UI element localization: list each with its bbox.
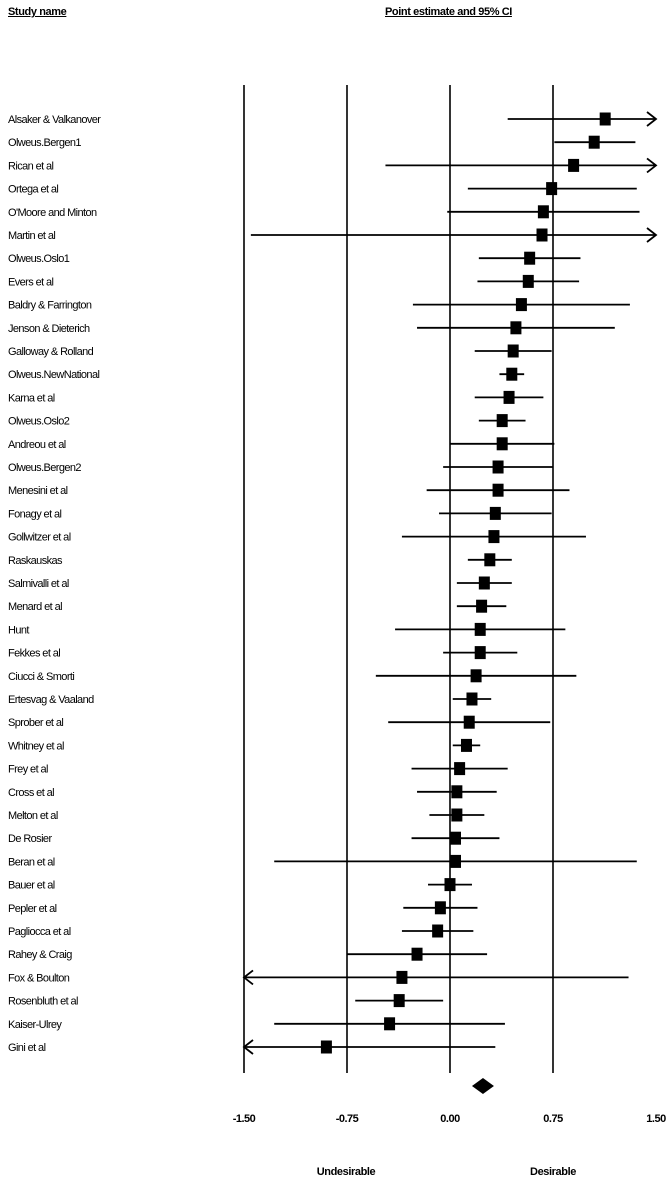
point-estimate-marker [537, 205, 549, 219]
study-label: Ortega et al [8, 184, 58, 196]
study-label: Gini et al [8, 1042, 46, 1054]
point-estimate-marker [492, 483, 504, 497]
study-label: Raskauskas [8, 555, 63, 567]
study-label: Whitney et al [8, 740, 64, 752]
point-estimate-marker [463, 715, 475, 729]
point-estimate-marker [510, 321, 522, 335]
study-label: Melton et al [8, 810, 58, 822]
study-label: De Rosier [8, 833, 52, 845]
study-label: Rican et al [8, 160, 54, 172]
point-estimate-marker [536, 228, 548, 242]
point-estimate-marker [460, 738, 472, 752]
point-estimate-marker [546, 182, 558, 196]
study-label: Galloway & Rolland [8, 346, 94, 358]
point-estimate-marker [476, 599, 488, 613]
x-tick-label: 0.75 [543, 1113, 563, 1125]
point-estimate-marker [434, 901, 446, 915]
study-label: Olweus.Oslo1 [8, 253, 70, 265]
study-label: Fonagy et al [8, 508, 61, 520]
point-estimate-marker [466, 692, 478, 706]
x-tick-label: -1.50 [233, 1113, 256, 1125]
point-estimate-marker [478, 576, 490, 590]
study-label: Olweus.NewNational [8, 369, 99, 381]
point-estimate-marker [489, 506, 501, 520]
point-estimate-marker [474, 622, 486, 636]
study-label: Pagliocca et al [8, 926, 71, 938]
study-label: Rosenbluth et al [8, 996, 78, 1008]
study-label: Kaiser-Ulrey [8, 1019, 62, 1031]
point-estimate-marker [474, 646, 486, 660]
study-label: Rahey & Craig [8, 949, 72, 961]
study-label: Bauer et al [8, 880, 55, 892]
study-label: Fekkes et al [8, 648, 60, 660]
ci-arrow-right [646, 157, 658, 174]
study-label: Sprober et al [8, 717, 63, 729]
study-label: Menard et al [8, 601, 62, 613]
study-label: Martin et al [8, 230, 55, 242]
point-estimate-marker [449, 831, 461, 845]
point-estimate-marker [451, 808, 463, 822]
study-label: Evers et al [8, 276, 54, 288]
point-estimate-marker [470, 669, 482, 683]
ci-arrow-left [242, 969, 254, 986]
point-estimate-marker [568, 158, 580, 172]
point-estimate-marker [507, 344, 519, 358]
point-estimate-marker [496, 414, 508, 428]
point-estimate-marker [444, 878, 456, 892]
point-estimate-marker [496, 437, 508, 451]
undesirable-label: Undesirable [317, 1166, 376, 1178]
study-label: O'Moore and Minton [8, 207, 97, 219]
study-label: Salmivalli et al [8, 578, 69, 590]
study-label: Karna et al [8, 392, 55, 404]
study-label: Ertesvag & Vaaland [8, 694, 94, 706]
x-tick-label: 1.50 [646, 1113, 666, 1125]
point-estimate-marker [320, 1040, 332, 1054]
point-estimate-marker [492, 460, 504, 474]
summary-diamond [471, 1078, 494, 1094]
point-estimate-marker [599, 112, 611, 126]
study-label: Baldry & Farrington [8, 300, 92, 312]
study-name-header: Study name [8, 6, 67, 18]
point-estimate-marker [396, 970, 408, 984]
ci-arrow-left [242, 1039, 254, 1055]
study-label: Olweus.Bergen2 [8, 462, 81, 474]
study-label: Andreou et al [8, 439, 66, 451]
study-label: Beran et al [8, 856, 55, 868]
study-label: Hunt [8, 624, 29, 636]
study-label: Frey et al [8, 764, 48, 776]
point-estimate-marker [393, 994, 405, 1008]
point-estimate-marker [454, 762, 466, 776]
study-label: Cross et al [8, 787, 54, 799]
point-estimate-header: Point estimate and 95% CI [385, 6, 512, 18]
ci-arrow-right [646, 111, 658, 127]
point-estimate-marker [522, 274, 534, 288]
point-estimate-marker [503, 390, 515, 404]
ci-arrow-right [646, 227, 658, 243]
point-estimate-marker [449, 854, 461, 868]
study-label: Pepler et al [8, 903, 57, 915]
point-estimate-marker [384, 1017, 396, 1031]
x-tick-label: -0.75 [336, 1113, 359, 1125]
study-label: Alsaker & Valkanover [8, 114, 101, 126]
desirable-label: Desirable [530, 1166, 576, 1178]
point-estimate-marker [588, 135, 600, 149]
x-tick-label: 0.00 [440, 1113, 460, 1125]
study-label: Menesini et al [8, 485, 68, 497]
point-estimate-marker [451, 785, 463, 799]
point-estimate-marker [411, 947, 423, 961]
study-label: Olweus.Bergen1 [8, 137, 81, 149]
study-label: Fox & Boulton [8, 972, 70, 984]
point-estimate-marker [432, 924, 444, 938]
study-label: Gollwitzer et al [8, 532, 71, 544]
point-estimate-marker [506, 367, 518, 381]
point-estimate-marker [515, 298, 527, 312]
point-estimate-marker [524, 251, 536, 265]
study-label: Ciucci & Smorti [8, 671, 74, 683]
point-estimate-marker [484, 553, 496, 567]
study-label: Olweus.Oslo2 [8, 416, 70, 428]
study-label: Jenson & Dieterich [8, 323, 90, 335]
point-estimate-marker [488, 530, 500, 544]
